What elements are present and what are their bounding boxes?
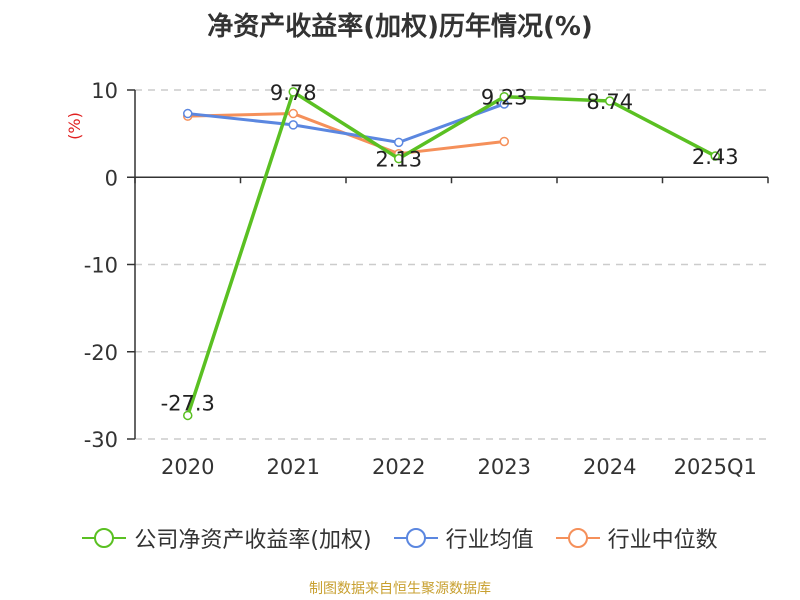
data-label: 2.43	[692, 145, 739, 169]
legend-swatch-icon	[82, 528, 127, 548]
data-point	[710, 151, 720, 161]
legend-item-2: 行业均值	[393, 522, 534, 554]
x-tick-label: 2023	[478, 455, 531, 479]
data-point	[499, 91, 509, 102]
source-note: 制图数据来自恒生聚源数据库	[309, 581, 491, 597]
legend-swatch-icon	[555, 528, 600, 548]
x-tick-label: 2025Q1	[674, 455, 757, 479]
data-point	[394, 137, 404, 148]
data-label: 9.23	[481, 86, 528, 110]
y-tick-label: -30	[84, 428, 118, 452]
legend-swatch-icon	[393, 528, 438, 548]
y-tick-label: 10	[91, 79, 118, 103]
y-tick-label: -20	[84, 341, 118, 365]
legend-label: 行业中位数	[607, 528, 718, 553]
legend-item-3: 行业中位数	[555, 522, 718, 554]
x-tick-label: 2022	[372, 455, 425, 479]
x-tick-label: 2024	[583, 455, 636, 479]
y-axis-label: (%)	[65, 112, 84, 140]
data-point	[288, 87, 298, 97]
data-label: 2.13	[375, 148, 422, 172]
data-point	[183, 108, 193, 119]
data-point	[605, 96, 615, 106]
data-label: 8.74	[586, 90, 633, 114]
data-point	[288, 120, 298, 130]
chart-title: 净资产收益率(加权)历年情况(%)	[207, 12, 593, 42]
legend-label: 行业均值	[445, 528, 534, 553]
legend-item-1: 公司净资产收益率(加权)	[82, 522, 372, 554]
x-tick-label: 2020	[161, 455, 214, 479]
data-point	[183, 410, 193, 421]
series-line-2	[187, 102, 505, 144]
chart-legend: 公司净资产收益率(加权) 行业均值 行业中位数	[0, 520, 800, 556]
data-label: 9.78	[270, 81, 317, 105]
data-label: -27.3	[161, 391, 215, 415]
legend-label: 公司净资产收益率(加权)	[134, 528, 372, 553]
data-point	[394, 153, 404, 164]
x-tick-label: 2021	[267, 455, 320, 479]
series-line-1	[186, 90, 717, 416]
data-point	[499, 136, 509, 147]
y-tick-label: -10	[84, 254, 118, 278]
data-point	[288, 108, 298, 119]
y-tick-label: 0	[105, 166, 118, 190]
